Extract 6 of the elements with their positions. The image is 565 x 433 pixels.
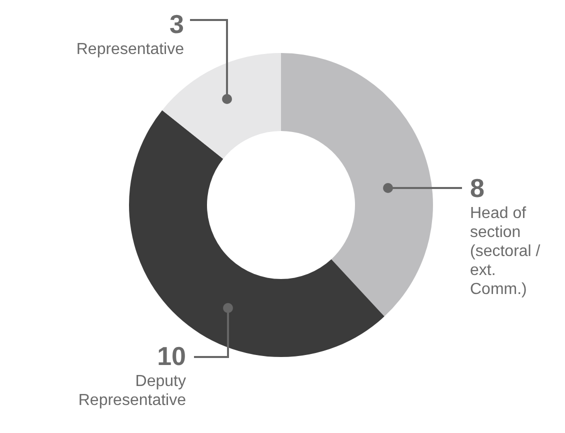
slice-label: Representative: [76, 41, 184, 58]
slice-label: Deputy Representative: [78, 373, 186, 409]
slice-label: Head of section (sectoral / ext. Comm.): [470, 205, 541, 298]
data-label: 3: [170, 9, 184, 39]
data-label: 8: [470, 173, 484, 203]
data-label: 10: [157, 341, 186, 371]
